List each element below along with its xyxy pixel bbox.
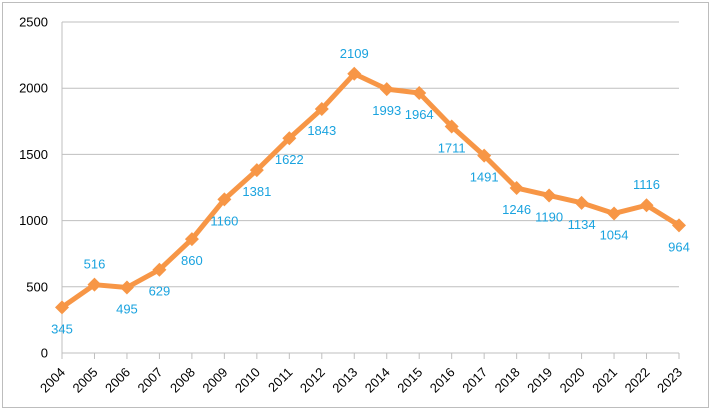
x-tick-label: 2014 (362, 365, 393, 396)
y-tick-label: 1500 (19, 147, 48, 162)
data-point (607, 206, 622, 221)
data-label: 1246 (502, 202, 531, 217)
data-point (184, 232, 199, 247)
data-point (639, 198, 654, 213)
data-point (87, 277, 102, 292)
axes (61, 22, 680, 359)
data-label: 1190 (535, 209, 563, 224)
data-point (55, 300, 69, 315)
data-point (217, 192, 232, 207)
data-point (574, 195, 589, 210)
y-tick-label: 1000 (19, 213, 48, 228)
data-point (379, 82, 394, 97)
y-tick-label: 2500 (19, 15, 48, 30)
data-point (152, 262, 167, 277)
x-tick-label: 2011 (265, 365, 295, 395)
data-label: 1054 (600, 227, 629, 242)
data-label: 2109 (340, 46, 369, 61)
data-label: 1381 (242, 184, 271, 199)
y-tick-label: 500 (26, 279, 48, 294)
data-label: 860 (181, 253, 203, 268)
data-point (347, 66, 362, 81)
x-tick-label: 2009 (199, 365, 230, 396)
data-label: 1993 (372, 103, 401, 118)
x-tick-label: 2010 (232, 365, 263, 396)
data-label: 516 (84, 257, 106, 272)
x-axis-ticks: 2004 2005 2006 2007 2008 2009 2010 2011 2012 2013… (37, 365, 685, 396)
data-label: 345 (51, 321, 73, 336)
x-tick-label: 2021 (589, 365, 620, 396)
data-label: 964 (668, 239, 690, 254)
x-tick-label: 2007 (134, 365, 165, 396)
data-label: 1711 (438, 140, 466, 155)
data-point (314, 101, 329, 116)
data-label: 1116 (633, 177, 660, 192)
data-point (672, 218, 686, 233)
data-point (412, 85, 427, 100)
y-tick-label: 2000 (19, 81, 48, 96)
x-tick-label: 2023 (654, 365, 685, 396)
data-point (249, 163, 264, 178)
data-label: 1160 (210, 213, 238, 228)
series-line (59, 71, 682, 310)
x-tick-label: 2005 (70, 365, 101, 396)
data-point (477, 148, 492, 163)
data-label: 1134 (568, 217, 596, 232)
data-label: 1622 (275, 152, 304, 167)
x-tick-label: 2015 (394, 365, 425, 396)
x-tick-label: 2006 (102, 365, 133, 396)
y-axis-ticks: 0 500 1000 1500 2000 2500 (19, 15, 48, 361)
x-tick-label: 2008 (167, 365, 198, 396)
data-point (282, 131, 297, 146)
x-tick-label: 2018 (492, 365, 523, 396)
data-point (119, 280, 134, 295)
x-tick-label: 2019 (524, 365, 555, 396)
x-tick-label: 2022 (622, 365, 653, 396)
data-label: 1843 (307, 123, 336, 138)
x-tick-label: 2016 (427, 365, 458, 396)
x-tick-label: 2020 (557, 365, 588, 396)
series-markers (55, 66, 686, 315)
data-label: 629 (149, 284, 171, 299)
gridlines (62, 21, 679, 288)
x-tick-label: 2013 (329, 365, 360, 396)
data-point (509, 181, 524, 196)
y-tick-label: 0 (41, 346, 48, 361)
data-point (444, 119, 459, 134)
x-tick-label: 2017 (459, 365, 490, 396)
x-tick-label: 2004 (37, 365, 68, 396)
data-point (542, 188, 557, 203)
data-label: 1964 (405, 107, 434, 122)
x-tick-label: 2012 (297, 365, 328, 396)
data-label: 495 (116, 301, 138, 316)
data-label: 1491 (470, 170, 499, 185)
series-line (59, 71, 682, 310)
